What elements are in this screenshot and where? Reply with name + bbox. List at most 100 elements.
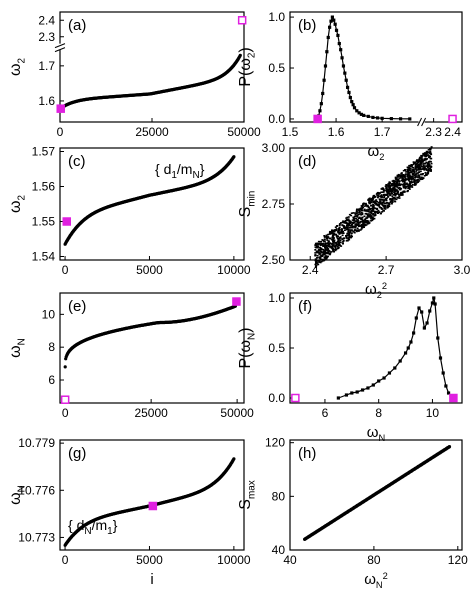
data-point-d xyxy=(400,187,403,190)
data-point-d xyxy=(429,152,432,155)
data-point-d xyxy=(318,252,321,255)
data-point-d xyxy=(355,217,358,220)
data-point-d xyxy=(397,173,400,176)
data-point-f xyxy=(409,340,413,344)
y-tick-label-h: 80 xyxy=(272,489,286,503)
data-point-d xyxy=(319,254,322,256)
data-point-d xyxy=(385,198,387,200)
data-point-f xyxy=(344,393,349,397)
data-point-d xyxy=(360,209,363,212)
data-point-d xyxy=(415,172,418,174)
data-point-d xyxy=(396,174,399,177)
y-axis-break-mark-a xyxy=(54,43,66,49)
data-point-d xyxy=(353,231,356,234)
data-point-d xyxy=(319,244,322,246)
data-point-d xyxy=(402,185,405,187)
data-point-d xyxy=(322,252,325,255)
x-tick-label-a: 25000 xyxy=(135,125,169,139)
data-point-d xyxy=(320,260,323,263)
data-point-d xyxy=(346,237,348,239)
data-point-d xyxy=(345,235,347,237)
data-point-d xyxy=(327,252,329,255)
data-point-d xyxy=(374,200,377,202)
data-point-d xyxy=(379,192,381,194)
data-point-d xyxy=(419,164,422,166)
data-point-d xyxy=(337,232,340,234)
highlight-marker-b-0 xyxy=(313,114,322,124)
data-point-d xyxy=(381,191,384,193)
data-point-d xyxy=(347,230,350,233)
x-axis-title-b: ω2​ xyxy=(368,143,385,162)
data-point-d xyxy=(402,176,405,178)
x-tick-label-b: 1.5 xyxy=(282,125,299,139)
data-point-d xyxy=(332,239,335,242)
data-point-d xyxy=(328,233,331,235)
data-point-d xyxy=(332,237,335,239)
data-point-d xyxy=(429,168,432,171)
data-point-d xyxy=(414,177,417,179)
data-point-d xyxy=(349,227,351,229)
data-point-d xyxy=(315,244,317,246)
data-point-d xyxy=(338,233,341,235)
data-point-d xyxy=(413,181,416,183)
data-point-d xyxy=(329,230,332,233)
data-point-d xyxy=(425,174,428,176)
data-point-f xyxy=(417,306,421,310)
data-point-d xyxy=(327,233,330,236)
data-point-d xyxy=(342,240,345,242)
data-point-d xyxy=(324,248,327,250)
data-point-d xyxy=(360,214,363,216)
data-point-d xyxy=(406,183,409,186)
data-point-d xyxy=(374,210,377,213)
data-point-d xyxy=(365,209,368,211)
data-point-d xyxy=(361,207,364,210)
panel-h: 40 80 120 40 80 120 (h) Smax​ ωN2​ xyxy=(237,436,468,591)
data-point-d xyxy=(320,250,322,253)
data-point-d xyxy=(414,167,417,169)
data-point-d xyxy=(411,186,414,188)
data-point-d xyxy=(314,266,317,269)
data-point-d xyxy=(367,221,370,223)
data-point-b xyxy=(322,78,326,82)
y-tick-label-f: 0.0 xyxy=(268,391,285,405)
data-point-d xyxy=(372,214,375,216)
x-tick-label-b: 2.4 xyxy=(444,125,461,139)
data-point-f xyxy=(403,351,408,355)
data-point-f xyxy=(382,376,386,380)
data-point-d xyxy=(360,228,363,230)
data-point-d xyxy=(374,214,377,216)
data-point-d xyxy=(408,174,411,177)
series-line-f xyxy=(338,297,454,399)
data-point-d xyxy=(418,180,421,182)
data-point-d xyxy=(369,207,372,210)
data-point-d xyxy=(326,244,329,247)
data-point-d xyxy=(357,213,360,215)
data-point-d xyxy=(394,176,397,179)
data-point-d xyxy=(369,215,371,218)
data-point-d xyxy=(332,244,335,247)
y-axis-title-e: ωN​ xyxy=(7,338,27,358)
data-point-f xyxy=(430,301,435,305)
y-tick-label-e: 6 xyxy=(48,373,55,387)
x-tick-label-e: 50000 xyxy=(220,406,254,420)
data-point-d xyxy=(316,260,319,262)
data-point-d xyxy=(396,181,398,183)
data-point-d xyxy=(326,255,329,258)
data-point-d xyxy=(386,202,389,204)
data-point-d xyxy=(430,170,432,172)
data-point-b xyxy=(321,91,325,96)
data-point-d xyxy=(393,193,396,196)
data-point-d xyxy=(376,194,379,197)
data-point-d xyxy=(404,173,407,175)
highlight-marker-e-1 xyxy=(232,297,241,306)
data-point-d xyxy=(343,229,346,231)
data-point-d xyxy=(373,196,376,199)
plot-frame-c xyxy=(59,147,245,261)
x-tick-label-e: 0 xyxy=(62,406,69,420)
data-point-d xyxy=(358,216,361,219)
data-point-d xyxy=(368,209,370,211)
data-point-d xyxy=(358,209,361,211)
data-point-d xyxy=(406,190,409,193)
data-point-d xyxy=(325,256,327,259)
x-tick-label-c: 0 xyxy=(62,263,69,277)
